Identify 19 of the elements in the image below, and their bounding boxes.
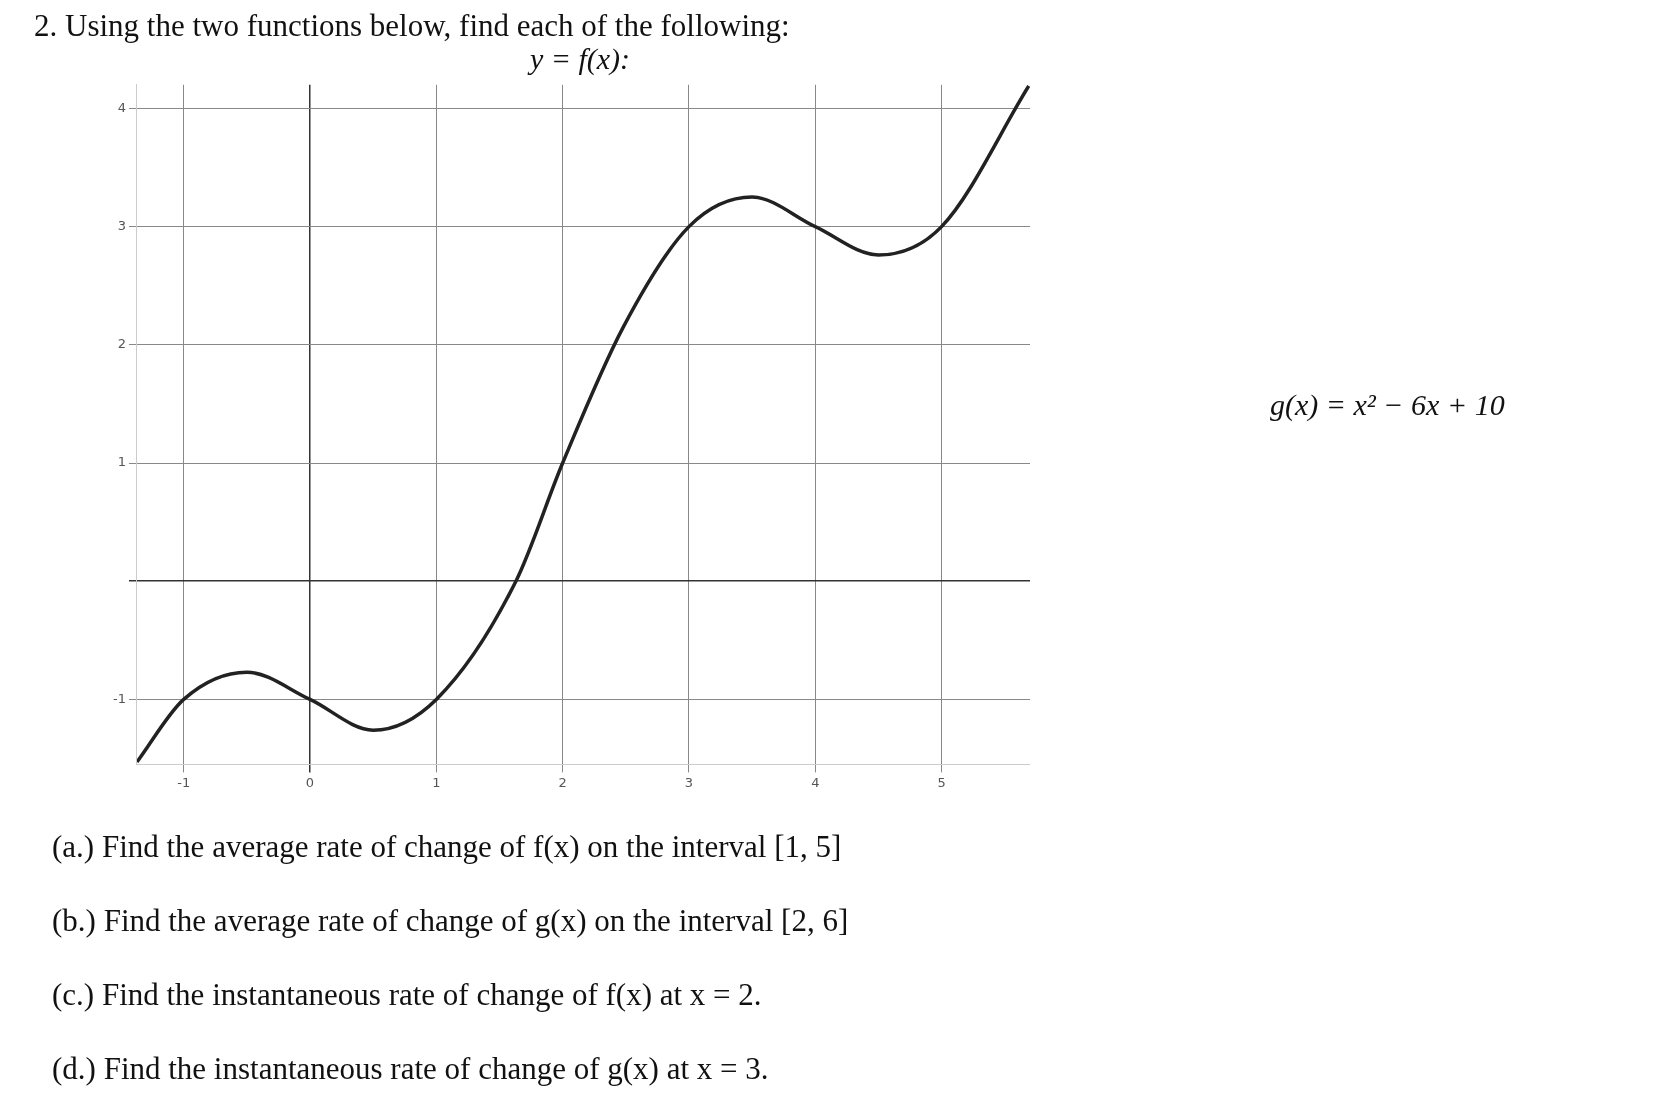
text: (b.) Find the average rate of change of g(x) on the interval [2, 6] [52,902,849,940]
text: (c.) Find the instantaneous rate of change of f(x) at x = 2. [52,976,763,1014]
y-tick-label: 1 [117,454,126,470]
x-tick-label: 2 [558,774,567,790]
x-tick-label: 4 [811,774,820,790]
text: g(x) = x² − 6x + 10 [1270,388,1505,422]
x-tick-label: 1 [432,774,441,790]
text: (d.) Find the instantaneous rate of change of g(x) at x = 3. [52,1050,770,1088]
chart-title: 2. Using the two functions below, find each of the following: [34,8,790,44]
x-tick-label: 0 [305,774,315,790]
text: (a.) Find the average rate of change of f(x) on the interval [1, 5] [52,828,843,866]
y-tick-label: 2 [117,336,126,352]
chart-subtitle: y = f(x): [526,42,632,76]
y-tick-label: 3 [117,218,126,233]
y-tick-label: -1 [112,690,126,706]
y-tick-label: 4 [117,99,126,115]
x-tick-label: 3 [684,774,694,790]
x-tick-label: 5 [937,774,946,790]
x-tick-label: -1 [177,774,191,790]
